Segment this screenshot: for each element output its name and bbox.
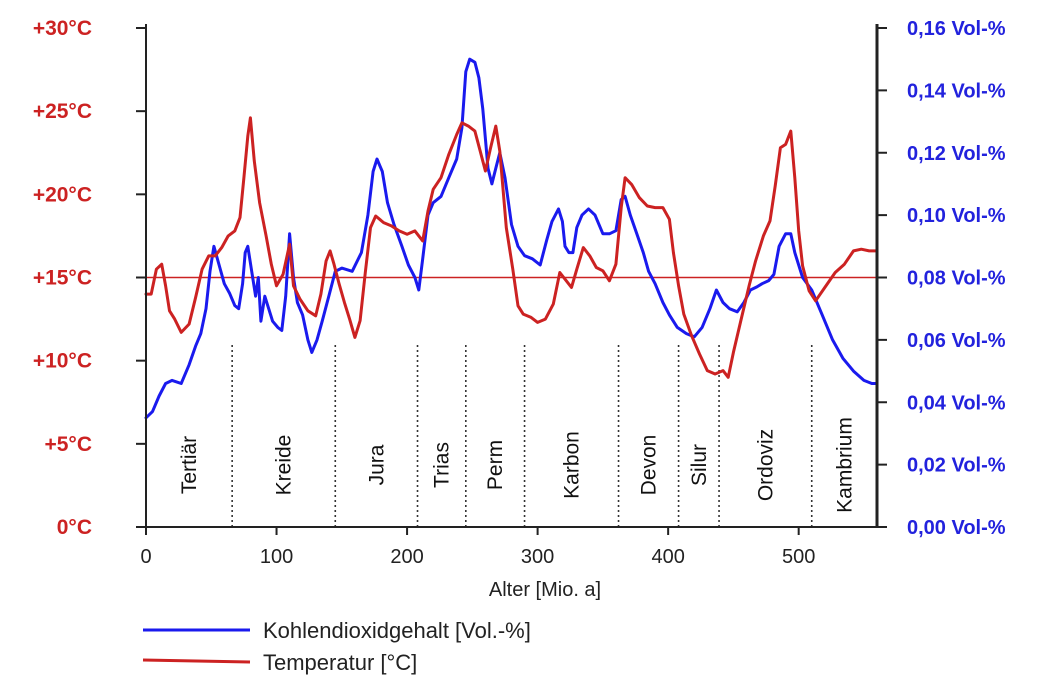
period-label: Tertiär [178, 436, 201, 494]
x-axis-label: Alter [Mio. a] [489, 579, 601, 601]
period-label: Ordoviz [754, 429, 777, 501]
left-axis-tick-label: +25°C [33, 100, 92, 123]
right-axis-tick-label: 0,00 Vol-% [907, 517, 1006, 539]
legend-swatch-temperature [142, 658, 251, 664]
period-label: Silur [688, 444, 711, 486]
right-axis-tick-label: 0,02 Vol-% [907, 455, 1006, 477]
right-axis-tick-label: 0,12 Vol-% [907, 143, 1006, 165]
x-axis-tick-label: 200 [390, 546, 423, 568]
axes: 0°C +5°C +10°C +15°C +20°C +25°C +30°C 0,00 Vol… [33, 17, 1006, 568]
x-axis-tick-label: 300 [521, 546, 554, 568]
series-line-co2 [144, 57, 879, 420]
right-axis-tick-label: 0,10 Vol-% [907, 205, 1006, 227]
x-axis-tick-label: 500 [782, 546, 815, 568]
right-axis-tick-label: 0,04 Vol-% [907, 392, 1006, 414]
left-axis-tick-label: +20°C [33, 183, 92, 206]
period-label: Jura [365, 444, 388, 485]
geologic-periods: Tertiär Kreide Jura Trias Perm Karbon Devon Sil… [178, 345, 856, 527]
right-axis-tick-label: 0,06 Vol-% [907, 330, 1006, 352]
right-axis-tick-label: 0,14 Vol-% [907, 80, 1006, 102]
period-label: Perm [484, 440, 507, 490]
right-axis-tick-label: 0,16 Vol-% [907, 18, 1006, 40]
period-label: Karbon [561, 431, 584, 499]
x-axis-tick-label: 400 [651, 546, 684, 568]
series-line-temperature [144, 116, 879, 379]
left-axis-tick-label: +15°C [33, 267, 92, 290]
legend: Kohlendioxidgehalt [Vol.-%] Temperatur [… [142, 618, 531, 675]
left-axis-tick-label: +5°C [44, 433, 92, 456]
x-axis-tick-label: 0 [140, 546, 151, 568]
legend-label-co2: Kohlendioxidgehalt [Vol.-%] [263, 618, 531, 643]
period-label: Trias [431, 442, 454, 488]
left-axis-tick-label: +10°C [33, 350, 92, 373]
x-axis-tick-label: 100 [260, 546, 293, 568]
period-label: Kreide [273, 435, 296, 496]
series-lines [144, 57, 879, 420]
right-axis-tick-label: 0,08 Vol-% [907, 268, 1006, 290]
left-axis-tick-label: 0°C [57, 516, 92, 539]
legend-label-temperature: Temperatur [°C] [263, 650, 417, 675]
period-label: Kambrium [833, 417, 856, 513]
left-axis-tick-label: +30°C [33, 17, 92, 40]
period-label: Devon [638, 435, 661, 496]
